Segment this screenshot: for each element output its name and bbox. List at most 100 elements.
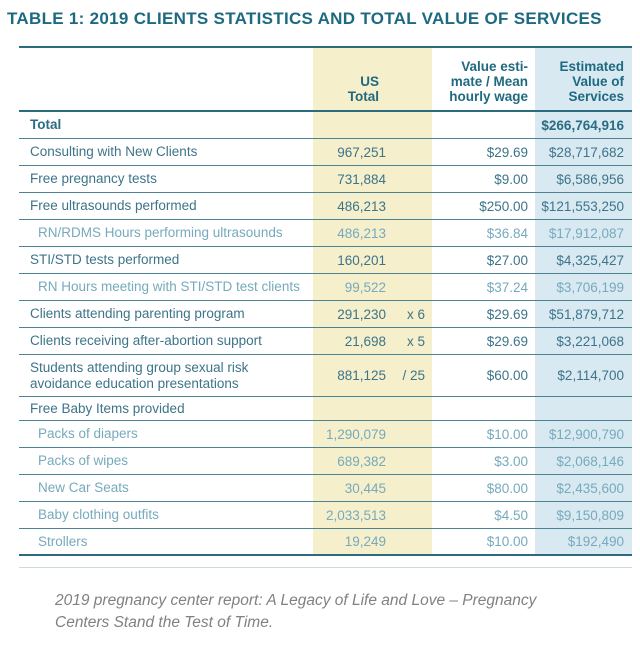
row-us-total-cell: 30,445 [313, 475, 432, 501]
estimated-value-header-line: Estimated [559, 59, 624, 74]
row-value-estimate-cell: $10.00 [432, 421, 535, 447]
row-label: STI/STD tests performed [30, 252, 180, 267]
clients-statistics-table: US Total Value esti- mate / Mean hourly … [19, 46, 632, 556]
row-us-total-value: 21,698 [344, 333, 386, 349]
row-label: Packs of diapers [38, 426, 138, 441]
row-estimated-value: $51,879,712 [548, 306, 624, 322]
row-us-total-cell: 486,213 [313, 220, 432, 246]
row-estimated-value-cell: $12,900,790 [535, 421, 632, 447]
table-header-row: US Total Value esti- mate / Mean hourly … [19, 48, 632, 112]
row-estimated-value: $28,717,682 [548, 144, 624, 160]
row-label-cell: Total [19, 112, 313, 138]
row-estimated-value: $121,553,250 [541, 198, 624, 214]
row-value-estimate: $36.84 [486, 225, 528, 241]
row-label-cell: Baby clothing outfits [19, 502, 313, 528]
row-value-estimate: $10.00 [486, 426, 528, 442]
row-estimated-value-cell: $121,553,250 [535, 193, 632, 219]
row-us-total-value: 486,213 [337, 225, 386, 241]
row-us-total-cell: 881,125 / 25 [313, 355, 432, 396]
row-estimated-value-cell: $28,717,682 [535, 139, 632, 165]
row-us-total-cell [313, 397, 432, 420]
row-value-estimate-cell: $4.50 [432, 502, 535, 528]
table-row: Free Baby Items provided [19, 397, 632, 421]
row-value-estimate: $37.24 [486, 279, 528, 295]
row-us-total-value: 19,249 [344, 534, 386, 549]
row-estimated-value-cell: $3,706,199 [535, 274, 632, 300]
row-value-estimate-cell: $10.00 [432, 529, 535, 554]
row-label: Free Baby Items provided [30, 400, 185, 416]
row-us-total-value: 160,201 [337, 252, 386, 268]
table-row: Clients attending parenting program 291,… [19, 301, 632, 328]
row-label-cell: New Car Seats [19, 475, 313, 501]
row-label-cell: Students attending group sexual risk avo… [19, 355, 313, 396]
row-estimated-value-cell: $2,114,700 [535, 355, 632, 396]
row-us-total-value: 99,522 [344, 279, 386, 295]
row-us-total-cell: 2,033,513 [313, 502, 432, 528]
header-us-total-cell: US Total [313, 48, 432, 110]
row-estimated-value-cell: $6,586,956 [535, 166, 632, 192]
table-row: STI/STD tests performed 160,201 $27.00 $… [19, 247, 632, 274]
row-label: Baby clothing outfits [38, 507, 159, 522]
row-value-estimate: $29.69 [486, 144, 528, 160]
table-row: Packs of diapers 1,290,079 $10.00 $12,90… [19, 421, 632, 448]
header-label-cell [19, 48, 313, 110]
row-estimated-value: $12,900,790 [548, 426, 624, 442]
table-body: Total $266,764,916 Consulting with New C… [19, 112, 632, 556]
row-multiplier: x 6 [406, 306, 425, 322]
row-value-estimate: $80.00 [486, 480, 528, 496]
row-estimated-value-cell: $9,150,809 [535, 502, 632, 528]
table-row: Clients receiving after-abortion support… [19, 328, 632, 355]
table-row: Strollers 19,249 $10.00 $192,490 [19, 529, 632, 556]
row-estimated-value: $2,114,700 [557, 368, 624, 383]
row-label: Strollers [38, 533, 88, 549]
row-estimated-value-cell: $266,764,916 [535, 112, 632, 138]
table-row: Students attending group sexual risk avo… [19, 355, 632, 397]
table-bottom-shadow-line [19, 567, 632, 568]
row-us-total-cell: 689,382 [313, 448, 432, 474]
row-estimated-value: $6,586,956 [556, 171, 624, 187]
row-estimated-value: $3,221,068 [556, 333, 624, 349]
row-us-total-cell: 21,698 x 5 [313, 328, 432, 354]
table-row: Packs of wipes 689,382 $3.00 $2,068,146 [19, 448, 632, 475]
row-label-cell: RN Hours meeting with STI/STD test clien… [19, 274, 313, 300]
row-us-total-cell: 967,251 [313, 139, 432, 165]
row-label-cell: Consulting with New Clients [19, 139, 313, 165]
table-row: Free ultrasounds performed 486,213 $250.… [19, 193, 632, 220]
row-us-total-value: 967,251 [337, 144, 386, 160]
row-value-estimate: $4.50 [494, 507, 528, 523]
header-estimated-value-cell: Estimated Value of Services [535, 48, 632, 110]
row-us-total-value: 881,125 [337, 368, 386, 383]
row-label-cell: Free pregnancy tests [19, 166, 313, 192]
row-value-estimate-cell: $9.00 [432, 166, 535, 192]
row-value-estimate: $3.00 [494, 453, 528, 469]
row-estimated-value: $4,325,427 [556, 252, 624, 268]
row-value-estimate: $10.00 [486, 534, 528, 549]
row-estimated-value: $17,912,087 [548, 225, 624, 241]
row-us-total-cell [313, 112, 432, 138]
row-value-estimate-cell [432, 397, 535, 420]
row-us-total-cell: 99,522 [313, 274, 432, 300]
row-estimated-value-cell: $2,435,600 [535, 475, 632, 501]
value-estimate-header-line: hourly wage [449, 89, 528, 104]
table-row: Free pregnancy tests 731,884 $9.00 $6,58… [19, 166, 632, 193]
row-label: Students attending group sexual risk avo… [30, 359, 249, 391]
row-label-cell: Packs of diapers [19, 421, 313, 447]
row-label: Free ultrasounds performed [30, 198, 197, 213]
row-value-estimate: $27.00 [486, 252, 528, 268]
value-estimate-header-line: Value esti- [461, 59, 528, 74]
row-label: Clients attending parenting program [30, 306, 245, 321]
row-estimated-value-cell: $51,879,712 [535, 301, 632, 327]
page-title: TABLE 1: 2019 CLIENTS STATISTICS AND TOT… [7, 9, 602, 28]
row-us-total-value: 30,445 [344, 480, 386, 496]
row-label-cell: STI/STD tests performed [19, 247, 313, 273]
row-label-cell: Free Baby Items provided [19, 397, 313, 420]
row-us-total-value: 689,382 [337, 453, 386, 469]
row-us-total-cell: 160,201 [313, 247, 432, 273]
row-estimated-value-cell: $4,325,427 [535, 247, 632, 273]
table-row: New Car Seats 30,445 $80.00 $2,435,600 [19, 475, 632, 502]
row-multiplier: / 25 [402, 368, 425, 383]
row-estimated-value: $9,150,809 [556, 507, 624, 523]
row-us-total-cell: 731,884 [313, 166, 432, 192]
row-value-estimate-cell: $37.24 [432, 274, 535, 300]
row-value-estimate: $9.00 [494, 171, 528, 187]
